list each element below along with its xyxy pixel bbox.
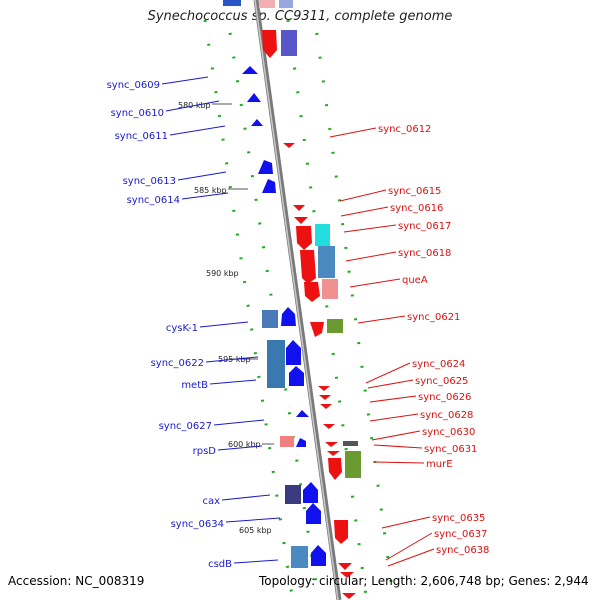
dot-track-right-inner: [286, 19, 368, 597]
gene-label-right: sync_0625: [415, 376, 468, 387]
gene-arrow: [296, 226, 312, 250]
gene-block: [343, 441, 358, 446]
gene-label-right: sync_0630: [422, 427, 475, 438]
genome-title: Synechococcus sp. CC9311, complete genom…: [147, 9, 453, 24]
genome-summary-text: Topology: circular; Length: 2,606,748 bp…: [259, 574, 589, 588]
gene-block: [291, 546, 308, 568]
gene-block: [281, 30, 297, 56]
gene-arrow: [328, 458, 342, 480]
gene-block: [315, 224, 330, 246]
gene-arrow: [251, 119, 263, 126]
gene-block: [318, 246, 335, 278]
gene-label-right: sync_0635: [432, 513, 485, 524]
gene-block: [285, 485, 301, 504]
gene-label-left: cax: [202, 496, 220, 507]
gene-block: [262, 310, 278, 328]
gene-label-right: queA: [402, 275, 428, 286]
gene-block: [259, 0, 275, 8]
gene-label-left: sync_0634: [171, 519, 224, 530]
gene-arrow: [304, 282, 320, 302]
gene-label-left: sync_0622: [151, 358, 204, 369]
gene-label-left: csdB: [208, 559, 232, 570]
gene-label-left: cysK-1: [166, 323, 198, 334]
gene-arrow: [281, 307, 296, 326]
gene-label-right: sync_0631: [424, 444, 477, 455]
ruler-label: 585 kbp: [194, 186, 227, 195]
gene-block: [327, 319, 343, 333]
gene-label-right: sync_0616: [390, 203, 443, 214]
gene-label-right: sync_0638: [436, 545, 489, 556]
gene-arrow: [340, 572, 354, 578]
dot-track-left-outer: [203, 19, 294, 597]
gene-label-left: metB: [181, 380, 208, 391]
gene-arrow: [334, 520, 348, 544]
gene-arrow: [318, 386, 330, 391]
gene-arrow: [247, 93, 261, 102]
gene-label-left: sync_0614: [127, 195, 180, 206]
gene-label-right: sync_0628: [420, 410, 473, 421]
gene-label-left: sync_0613: [123, 176, 176, 187]
gene-label-left: sync_0610: [111, 108, 164, 119]
gene-arrow: [310, 322, 324, 337]
gene-label-left: sync_0609: [107, 80, 160, 91]
gene-arrow: [296, 438, 306, 447]
gene-arrow: [325, 442, 338, 447]
gene-label-right: sync_0621: [407, 312, 460, 323]
gene-label-right: sync_0624: [412, 359, 465, 370]
gene-arrow: [286, 340, 301, 365]
ruler-label: 590 kbp: [206, 269, 239, 278]
gene-arrow: [319, 395, 331, 400]
gene-arrow: [242, 66, 258, 74]
gene-arrow: [296, 410, 309, 417]
gene-arrow: [323, 424, 335, 429]
gene-label-right: sync_0617: [398, 221, 451, 232]
gene-arrow: [311, 545, 326, 566]
gene-arrow: [327, 451, 340, 456]
gene-label-right: sync_0626: [418, 392, 471, 403]
gene-arrow: [294, 217, 308, 224]
gene-block: [279, 0, 293, 8]
gene-arrow: [293, 205, 305, 211]
gene-block: [223, 0, 241, 6]
gene-label-right: murE: [426, 459, 453, 470]
gene-block: [280, 436, 294, 447]
ruler-label: 600 kbp: [228, 440, 261, 449]
gene-block: [345, 451, 361, 478]
gene-arrow: [338, 563, 352, 570]
gene-block: [322, 279, 338, 299]
gene-block: [267, 340, 285, 388]
gene-label-right: sync_0618: [398, 248, 451, 259]
gene-arrow: [300, 250, 316, 284]
gene-arrow: [262, 179, 276, 193]
genome-backbone: [253, 0, 342, 600]
gene-arrow: [289, 366, 304, 386]
gene-arrow: [258, 160, 273, 174]
gene-arrow: [303, 482, 318, 503]
gene-label-left: sync_0627: [159, 421, 212, 432]
gene-label-left: rpsD: [193, 446, 217, 457]
gene-arrow: [306, 503, 321, 524]
accession-text: Accession: NC_008319: [8, 574, 145, 588]
gene-arrow: [342, 593, 356, 599]
gene-arrow: [283, 143, 295, 148]
gene-arrow: [320, 404, 332, 409]
ruler-label: 605 kbp: [239, 526, 272, 535]
gene-label-right: sync_0615: [388, 186, 441, 197]
gene-arrow: [262, 30, 277, 58]
gene-label-left: sync_0611: [115, 131, 168, 142]
gene-label-right: sync_0637: [434, 529, 487, 540]
gene-label-right: sync_0612: [378, 124, 431, 135]
